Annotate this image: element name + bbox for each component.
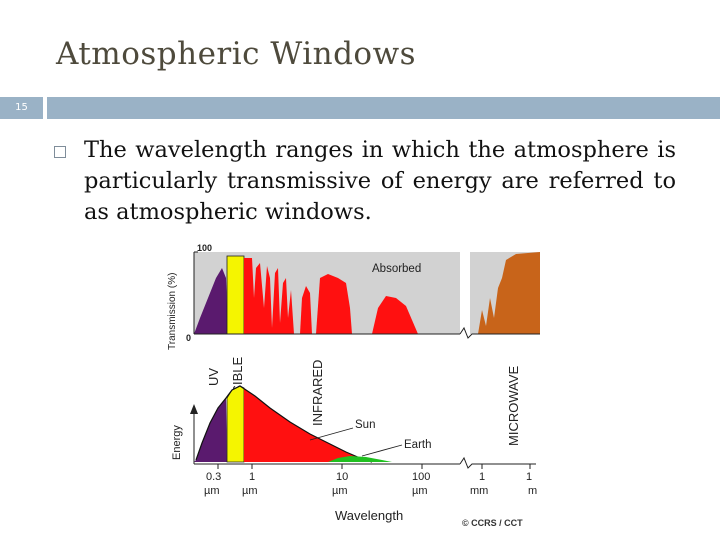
title-divider-bar (47, 97, 720, 119)
x-tick-value: 0.3 (206, 471, 221, 483)
slide-number: 15 (15, 102, 28, 113)
top-y-min-label: 0 (186, 333, 191, 343)
top-y-max-label: 100 (197, 243, 212, 253)
sun-label: Sun (355, 419, 375, 431)
ir-transmission-band-b (316, 274, 352, 334)
ir-transmission-band-c (372, 296, 418, 334)
atmospheric-windows-figure: 100 0 Transmission (%) Absorbed UV VISIB… (160, 238, 545, 533)
x-tick-value: 100 (412, 471, 430, 483)
figure-credit: © CCRS / CCT (462, 518, 523, 528)
x-tick-unit: µm (242, 485, 258, 497)
bullet-text: The wavelength ranges in which the atmos… (84, 137, 676, 225)
x-tick-unit: µm (412, 485, 428, 497)
x-tick-unit: µm (204, 485, 220, 497)
bullet-square-icon (54, 146, 66, 158)
x-tick-unit: mm (470, 485, 488, 497)
slide-title: Atmospheric Windows (56, 36, 417, 72)
x-tick-unit: µm (332, 485, 348, 497)
visible-energy (226, 385, 245, 463)
earth-energy (328, 456, 392, 462)
band-label-uv: UV (206, 368, 221, 386)
ir-transmission-band-a (300, 286, 312, 334)
bottom-y-axis-label: Energy (171, 425, 183, 460)
absorbed-label: Absorbed (372, 263, 421, 275)
ir-transmission-near (244, 258, 294, 334)
visible-transmission (226, 255, 245, 335)
bottom-x-axis-break (459, 456, 536, 469)
x-axis-label: Wavelength (335, 508, 403, 523)
figure-svg: 100 0 Transmission (%) Absorbed UV VISIB… (167, 243, 540, 528)
microwave-transmission (478, 252, 540, 334)
uv-transmission (194, 268, 228, 334)
top-y-axis-label: Transmission (%) (167, 273, 178, 350)
x-tick-value: 1 (249, 471, 255, 483)
band-label-microwave: MICROWAVE (506, 366, 521, 446)
slide-number-bar (0, 97, 43, 119)
x-tick-value: 1 (479, 471, 485, 483)
ir-energy (244, 388, 372, 462)
earth-callout-line (361, 444, 403, 457)
sun-callout-line (309, 427, 354, 441)
top-x-axis-break (459, 326, 540, 339)
x-tick-value: 1 (526, 471, 532, 483)
x-tick-value: 10 (336, 471, 348, 483)
band-label-infrared: INFRARED (310, 360, 325, 426)
x-tick-unit: m (528, 485, 537, 497)
sun-curve (195, 385, 373, 463)
uv-energy (194, 398, 227, 462)
earth-label: Earth (404, 439, 432, 451)
bottom-y-axis-arrow-icon (190, 404, 198, 414)
